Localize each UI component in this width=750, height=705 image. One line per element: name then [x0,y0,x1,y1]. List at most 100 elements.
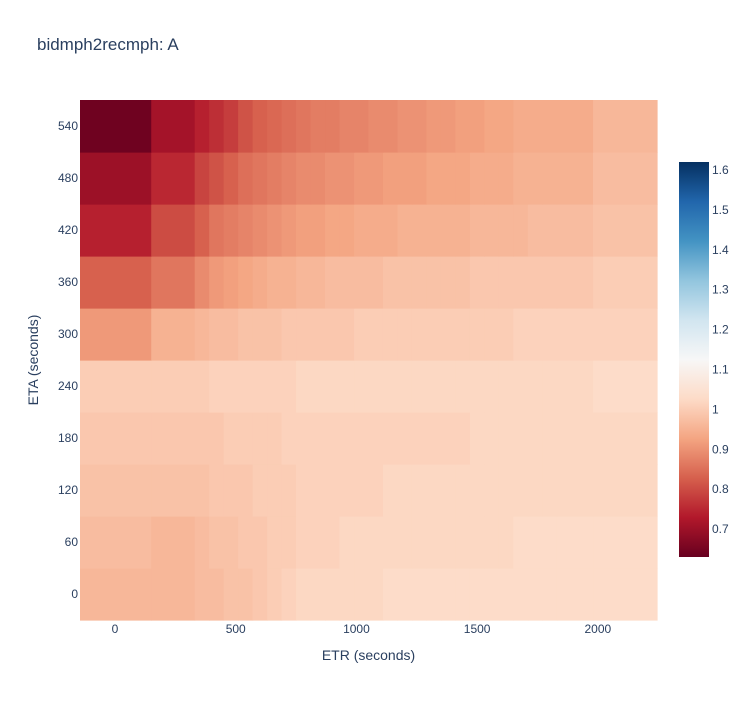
heatmap-cell [252,204,268,257]
heatmap-cell [80,464,152,517]
heatmap-cell [527,152,543,205]
heatmap-cell [209,100,225,153]
heatmap-cell [440,516,457,569]
heatmap-cell [484,568,500,621]
heatmap-cell [440,152,457,205]
heatmap-cell [354,308,370,361]
y-tick-label: 0 [71,587,78,601]
heatmap-cell [209,516,225,569]
heatmap-cell [426,256,442,309]
colorbar-tick-label: 1.5 [712,203,729,217]
chart-title: bidmph2recmph: A [37,35,179,54]
heatmap-cell [296,360,312,413]
heatmap-cell [310,100,326,153]
heatmap-cell [469,308,485,361]
heatmap-cell [498,360,514,413]
heatmap-cell [339,308,355,361]
heatmap-cell [281,204,297,257]
y-tick-label: 480 [58,171,78,185]
heatmap-cell [513,360,529,413]
heatmap-cell [498,256,514,309]
heatmap-cell [80,412,152,465]
heatmap-cell [397,464,413,517]
heatmap-cell [325,360,341,413]
heatmap-cell [397,568,413,621]
heatmap-cell [252,100,268,153]
heatmap-cell [484,100,500,153]
heatmap-cell [426,412,442,465]
heatmap-cell [281,152,297,205]
heatmap-cell [296,412,312,465]
heatmap-cell [151,308,196,361]
heatmap-cell [310,464,326,517]
heatmap-cell [310,256,326,309]
heatmap-cell [593,360,658,413]
heatmap-cell [484,412,500,465]
heatmap-cell [238,568,254,621]
heatmap-cell [267,256,283,309]
y-tick-label: 360 [58,275,78,289]
heatmap-cell [426,308,442,361]
heatmap-cell [542,568,558,621]
heatmap-cell [542,360,558,413]
heatmap-cell [382,464,399,517]
heatmap-cell [209,308,225,361]
heatmap-cell [527,464,543,517]
x-axis-title: ETR (seconds) [322,647,415,663]
heatmap-cell [513,308,529,361]
heatmap-cell [556,152,594,205]
heatmap-cell [194,360,210,413]
heatmap-cell [593,516,658,569]
heatmap-cell [411,412,428,465]
heatmap-cell [281,464,297,517]
heatmap-cell [238,256,254,309]
heatmap-cell [296,204,312,257]
heatmap-cell [252,412,268,465]
heatmap-cell [469,412,485,465]
y-tick-label: 180 [58,431,78,445]
heatmap-cell [455,204,471,257]
colorbar-tick-label: 0.7 [712,522,729,536]
heatmap-cell [281,412,297,465]
heatmap-cell [339,152,355,205]
heatmap-cell [223,204,239,257]
heatmap-cell [556,516,594,569]
heatmap-cell [151,464,196,517]
heatmap-cell [194,152,210,205]
heatmap-cell [238,516,254,569]
y-tick-label: 540 [58,119,78,133]
heatmap-cell [267,152,283,205]
heatmap-cell [411,152,428,205]
heatmap-cell [469,464,485,517]
heatmap-cell [469,204,485,257]
heatmap-cell [469,568,485,621]
heatmap-cell [440,308,457,361]
heatmap-cell [209,568,225,621]
heatmap-cell [556,308,594,361]
heatmap-cell [527,204,543,257]
heatmap-cells [80,100,658,621]
heatmap-cell [397,308,413,361]
heatmap-cell [455,464,471,517]
heatmap-cell [513,516,529,569]
heatmap-cell [593,412,658,465]
heatmap-cell [252,360,268,413]
y-axis-title: ETA (seconds) [25,315,41,406]
heatmap-cell [368,100,384,153]
heatmap-cell [354,204,370,257]
heatmap-cell [368,360,384,413]
heatmap-cell [223,256,239,309]
heatmap-cell [354,152,370,205]
heatmap-cell [455,308,471,361]
heatmap-cell [252,308,268,361]
heatmap-cell [498,516,514,569]
heatmap-cell [498,204,514,257]
heatmap-cell [325,568,341,621]
heatmap-cell [296,308,312,361]
y-axis-ticks: 0 60 120 180 240 300 360 420 480 540 [58,119,78,601]
heatmap-cell [310,412,326,465]
heatmap-cell [209,412,225,465]
heatmap-cell [296,256,312,309]
heatmap-cell [426,360,442,413]
